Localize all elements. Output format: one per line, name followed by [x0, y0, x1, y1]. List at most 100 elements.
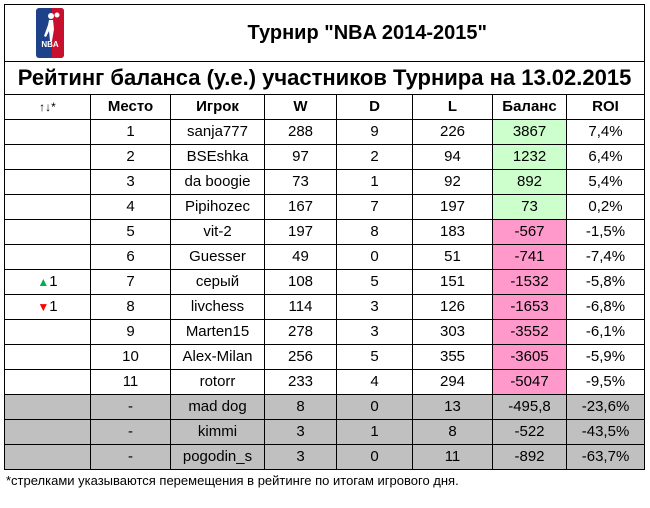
wins-cell: 167: [264, 194, 337, 220]
move-cell: ▼1: [4, 294, 91, 320]
player-cell: livchess: [170, 294, 265, 320]
move-cell: [4, 144, 91, 170]
wins-cell: 97: [264, 144, 337, 170]
page-title: Турнир "NBA 2014-2015": [90, 4, 646, 62]
wins-cell: 8: [264, 394, 337, 420]
wins-cell: 114: [264, 294, 337, 320]
draws-cell: 8: [336, 219, 413, 245]
balance-cell: 3867: [492, 119, 567, 145]
place-cell: 11: [90, 369, 171, 395]
move-cell: [4, 319, 91, 345]
wins-cell: 233: [264, 369, 337, 395]
move-value: 1: [49, 298, 58, 315]
balance-cell: -1532: [492, 269, 567, 295]
table-row: - kimmi 3 1 8 -522 -43,5%: [4, 419, 646, 445]
roi-cell: -1,5%: [565, 219, 646, 245]
draws-cell: 9: [336, 119, 413, 145]
draws-cell: 1: [336, 169, 413, 195]
losses-cell: 303: [412, 319, 493, 345]
move-cell: [4, 394, 91, 420]
wins-cell: 108: [264, 269, 337, 295]
table-row: 9 Marten15 278 3 303 -3552 -6,1%: [4, 319, 646, 345]
move-cell: [4, 169, 91, 195]
move-cell: [4, 219, 91, 245]
footnote: *стрелками указываются перемещения в рей…: [6, 473, 459, 488]
subtitle-row: Рейтинг баланса (у.е.) участников Турнир…: [3, 61, 646, 95]
nba-logo-icon: NBA: [36, 8, 64, 58]
losses-cell: 226: [412, 119, 493, 145]
place-cell: 2: [90, 144, 171, 170]
logo-cell: NBA: [4, 4, 91, 62]
roi-cell: -23,6%: [565, 394, 646, 420]
losses-cell: 355: [412, 344, 493, 370]
place-cell: -: [90, 419, 171, 445]
player-cell: серый: [170, 269, 265, 295]
roi-cell: 6,4%: [565, 144, 646, 170]
wins-cell: 256: [264, 344, 337, 370]
player-cell: rotorr: [170, 369, 265, 395]
balance-cell: -892: [492, 444, 567, 470]
wins-cell: 3: [264, 419, 337, 445]
arrow-up-icon: ▲: [37, 275, 50, 289]
player-cell: Marten15: [170, 319, 265, 345]
balance-cell: 73: [492, 194, 567, 220]
draws-cell: 0: [336, 244, 413, 270]
wins-cell: 278: [264, 319, 337, 345]
wins-cell: 3: [264, 444, 337, 470]
player-cell: Pipihozec: [170, 194, 265, 220]
col-balance: Баланс: [492, 94, 567, 120]
balance-cell: -3605: [492, 344, 567, 370]
place-cell: 7: [90, 269, 171, 295]
move-cell: [4, 344, 91, 370]
wins-cell: 73: [264, 169, 337, 195]
player-cell: sanja777: [170, 119, 265, 145]
draws-cell: 5: [336, 269, 413, 295]
draws-cell: 0: [336, 444, 413, 470]
losses-cell: 94: [412, 144, 493, 170]
losses-cell: 8: [412, 419, 493, 445]
table-row: - pogodin_s 3 0 11 -892 -63,7%: [4, 444, 646, 470]
place-cell: 4: [90, 194, 171, 220]
move-cell: [4, 419, 91, 445]
roi-cell: 5,4%: [565, 169, 646, 195]
losses-cell: 197: [412, 194, 493, 220]
player-cell: mad dog: [170, 394, 265, 420]
balance-cell: -567: [492, 219, 567, 245]
roi-cell: 0,2%: [565, 194, 646, 220]
losses-cell: 183: [412, 219, 493, 245]
col-player: Игрок: [170, 94, 265, 120]
col-d: D: [336, 94, 413, 120]
roi-cell: -43,5%: [565, 419, 646, 445]
col-place: Место: [90, 94, 171, 120]
table-body: 1 sanja777 288 9 226 3867 7,4% 2 BSEshka 97 2 94 123…: [4, 119, 646, 470]
move-cell: [4, 119, 91, 145]
balance-cell: -522: [492, 419, 567, 445]
draws-cell: 4: [336, 369, 413, 395]
table-row: ▼1 8 livchess 114 3 126 -1653 -6,8%: [4, 294, 646, 320]
place-cell: -: [90, 394, 171, 420]
draws-cell: 3: [336, 319, 413, 345]
col-arrows: ↑↓*: [4, 94, 91, 120]
player-cell: pogodin_s: [170, 444, 265, 470]
col-l: L: [412, 94, 493, 120]
place-cell: 10: [90, 344, 171, 370]
rating-sheet: NBA Турнир "NBA 2014-2015" Рейтинг балан…: [3, 4, 646, 488]
table-row: 4 Pipihozec 167 7 197 73 0,2%: [4, 194, 646, 220]
wins-cell: 197: [264, 219, 337, 245]
place-cell: 8: [90, 294, 171, 320]
place-cell: 6: [90, 244, 171, 270]
roi-cell: -6,1%: [565, 319, 646, 345]
wins-cell: 288: [264, 119, 337, 145]
move-cell: [4, 244, 91, 270]
col-roi: ROI: [565, 94, 646, 120]
col-w: W: [264, 94, 337, 120]
losses-cell: 126: [412, 294, 493, 320]
losses-cell: 11: [412, 444, 493, 470]
player-cell: vit-2: [170, 219, 265, 245]
column-header-row: ↑↓* Место Игрок W D L Баланс ROI: [4, 94, 646, 120]
roi-cell: -5,9%: [565, 344, 646, 370]
table-row: 6 Guesser 49 0 51 -741 -7,4%: [4, 244, 646, 270]
roi-cell: -63,7%: [565, 444, 646, 470]
player-cell: BSEshka: [170, 144, 265, 170]
wins-cell: 49: [264, 244, 337, 270]
